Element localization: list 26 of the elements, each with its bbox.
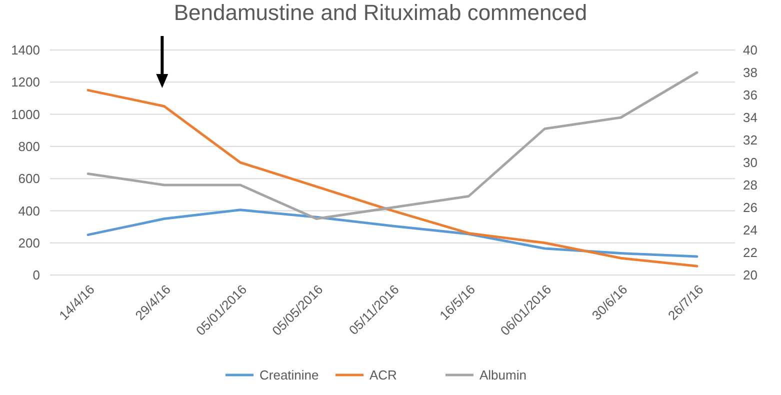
y2-tick-label: 22 [743,245,758,260]
line-series [86,71,698,220]
line-series [86,208,698,258]
legend-label: ACR [370,368,397,383]
legend-label: Albumin [480,368,526,383]
y-tick-label: 1400 [11,42,40,58]
y-tick-label: 0 [32,268,40,283]
y-tick-label: 400 [18,203,40,218]
y2-tick-label: 20 [743,268,758,283]
y2-tick-label: 38 [743,65,758,80]
y2-tick-label: 30 [743,155,758,170]
y-tick-label: 200 [18,235,40,250]
chart-title: Bendamustine and Rituximab commenced [174,0,588,25]
y2-tick-label: 24 [743,222,758,238]
line-series [86,88,698,268]
y2-tick-label: 26 [743,200,758,216]
y-tick-label: 1000 [11,106,40,122]
y-tick-label: 1200 [11,74,40,90]
y-tick-label: 600 [18,171,40,186]
legend-label: Creatinine [260,368,319,383]
y2-tick-label: 28 [743,178,758,193]
y2-tick-label: 36 [743,88,758,103]
y2-tick-label: 34 [743,110,758,126]
y-tick-label: 800 [18,138,40,154]
y2-tick-label: 32 [743,132,758,148]
y2-tick-label: 40 [743,42,758,58]
